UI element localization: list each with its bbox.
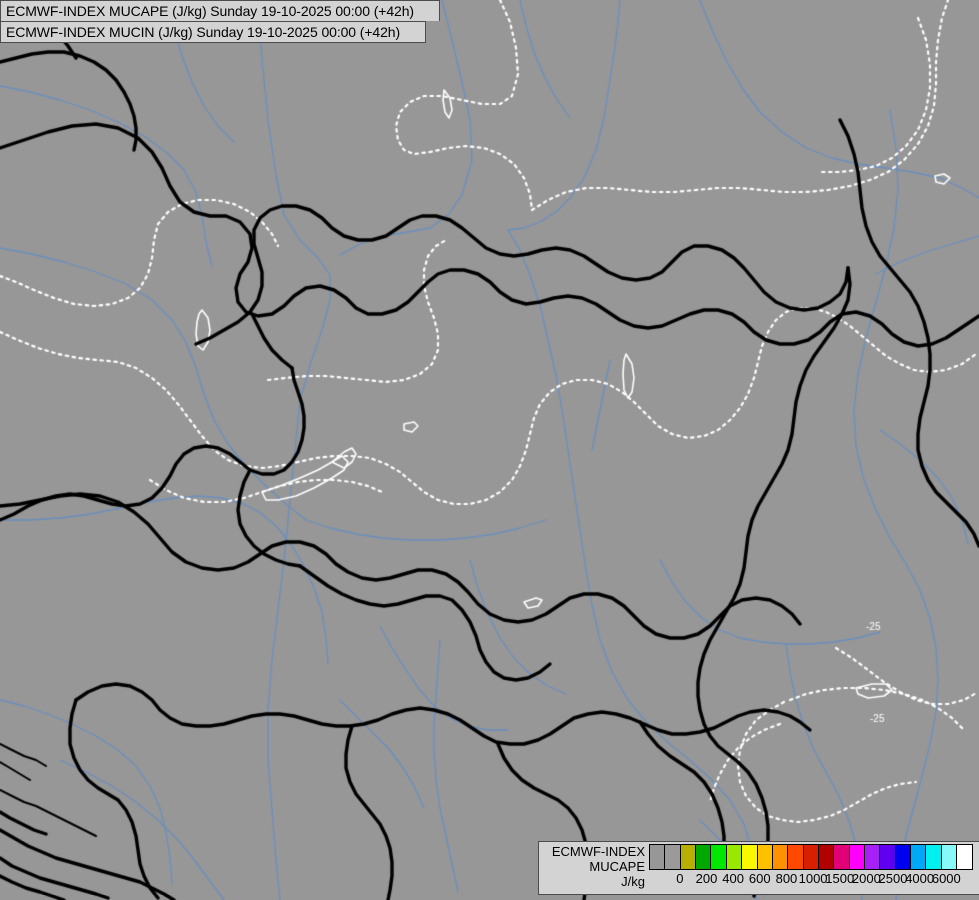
colorbar-cell <box>665 845 681 869</box>
colorbar-cell <box>680 845 697 869</box>
legend-panel: ECMWF-INDEX MUCAPE J/kg 0 200 400 600 800 100… <box>538 841 979 895</box>
colorbar-tick: 400 <box>722 871 744 886</box>
mucape-title-label: ECMWF-INDEX MUCAPE (J/kg) Sunday 19-10-2… <box>0 0 440 21</box>
colorbar-cell <box>880 845 896 869</box>
colorbar-tick-labels: 0 200 400 600 800 1000 1500 2000 2500 4000 6000 <box>649 870 973 890</box>
colorbar <box>649 844 973 870</box>
colorbar-tick: 4000 <box>905 871 935 886</box>
colorbar-cell <box>788 845 804 869</box>
colorbar-cell <box>803 845 819 869</box>
legend-parameter-label: MUCAPE <box>589 859 645 874</box>
colorbar-tick: 2000 <box>851 871 881 886</box>
colorbar-cell <box>650 845 666 869</box>
title-label-stack: ECMWF-INDEX MUCAPE (J/kg) Sunday 19-10-2… <box>0 0 440 43</box>
mucin-title-label: ECMWF-INDEX MUCIN (J/kg) Sunday 19-10-20… <box>0 21 426 43</box>
colorbar-tick: 1500 <box>825 871 855 886</box>
colorbar-tick: 200 <box>695 871 718 886</box>
colorbar-cell <box>772 845 789 869</box>
colorbar-cell <box>696 845 712 869</box>
colorbar-tick: 1000 <box>798 871 828 886</box>
colorbar-cell <box>957 845 973 869</box>
colorbar-tick: 2500 <box>878 871 908 886</box>
colorbar-cell <box>911 845 927 869</box>
colorbar-cell <box>926 845 942 869</box>
colorbar-tick: 600 <box>748 871 771 886</box>
colorbar-tick: 0 <box>676 871 684 886</box>
colorbar-cell <box>865 845 881 869</box>
colorbar-cell <box>757 845 773 869</box>
colorbar-cell <box>711 845 727 869</box>
colorbar-cell <box>818 845 835 869</box>
colorbar-tick: 6000 <box>931 871 961 886</box>
colorbar-cell <box>834 845 850 869</box>
colorbar-cell <box>726 845 743 869</box>
colorbar-cell <box>849 845 866 869</box>
legend-scale: 0 200 400 600 800 1000 1500 2000 2500 4000 6000 <box>649 844 973 890</box>
legend-caption: ECMWF-INDEX MUCAPE J/kg <box>539 842 647 889</box>
colorbar-tick: 800 <box>775 871 798 886</box>
colorbar-cell <box>742 845 758 869</box>
legend-unit-label: J/kg <box>621 874 645 889</box>
legend-model-label: ECMWF-INDEX <box>551 844 645 859</box>
colorbar-cell <box>941 845 958 869</box>
colorbar-cell <box>895 845 912 869</box>
